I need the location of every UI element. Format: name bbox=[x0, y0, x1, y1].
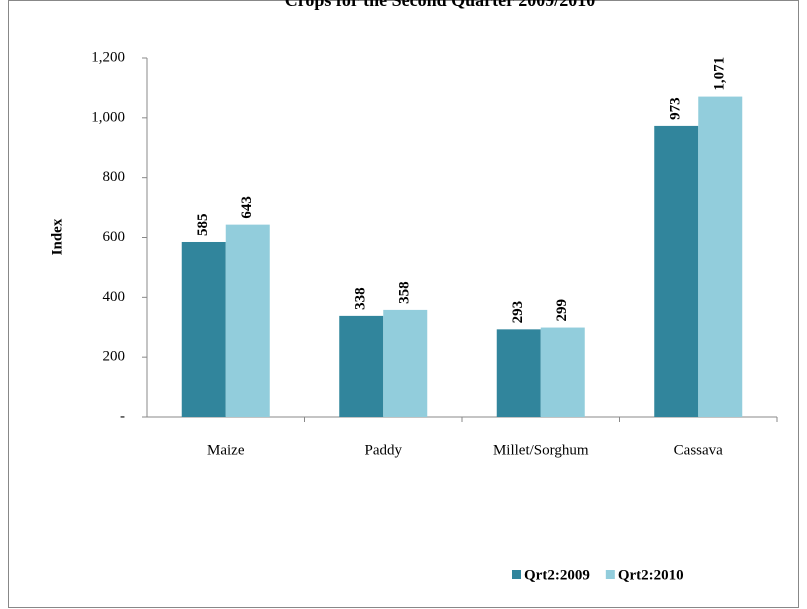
value-label: 299 bbox=[554, 299, 570, 322]
y-tick-label: 1,200 bbox=[91, 49, 125, 65]
x-tick-label: Maize bbox=[207, 442, 245, 458]
legend-label: Qrt2:2009 bbox=[524, 567, 590, 583]
chart-title: Crops for the Second Quarter 2009/2010 bbox=[285, 0, 596, 10]
value-label: 1,071 bbox=[712, 57, 728, 91]
y-tick-label: - bbox=[120, 408, 125, 424]
legend-swatch bbox=[605, 570, 615, 579]
legend-swatch bbox=[512, 570, 521, 579]
value-label: 358 bbox=[397, 281, 413, 304]
y-tick-label: 600 bbox=[103, 229, 126, 245]
bar bbox=[496, 329, 541, 417]
bar bbox=[225, 224, 270, 417]
y-tick-label: 200 bbox=[103, 349, 126, 365]
x-tick-label: Cassava bbox=[674, 442, 723, 458]
bar bbox=[540, 327, 585, 417]
y-tick-label: 1,000 bbox=[91, 109, 125, 125]
x-tick-label: Paddy bbox=[365, 442, 403, 458]
y-tick-label: 400 bbox=[103, 289, 126, 305]
value-label: 973 bbox=[668, 97, 684, 120]
y-tick-label: 800 bbox=[103, 169, 126, 185]
y-axis-label: Index bbox=[49, 218, 65, 255]
value-label: 338 bbox=[353, 287, 369, 310]
bar bbox=[654, 125, 699, 418]
bar bbox=[181, 241, 226, 417]
bar bbox=[339, 315, 384, 417]
bar bbox=[383, 309, 428, 417]
value-label: 293 bbox=[510, 301, 526, 324]
legend-label: Qrt2:2010 bbox=[618, 567, 684, 583]
x-tick-label: Millet/Sorghum bbox=[493, 442, 589, 458]
bar bbox=[698, 96, 743, 417]
value-label: 643 bbox=[239, 196, 255, 219]
value-label: 585 bbox=[195, 213, 211, 236]
